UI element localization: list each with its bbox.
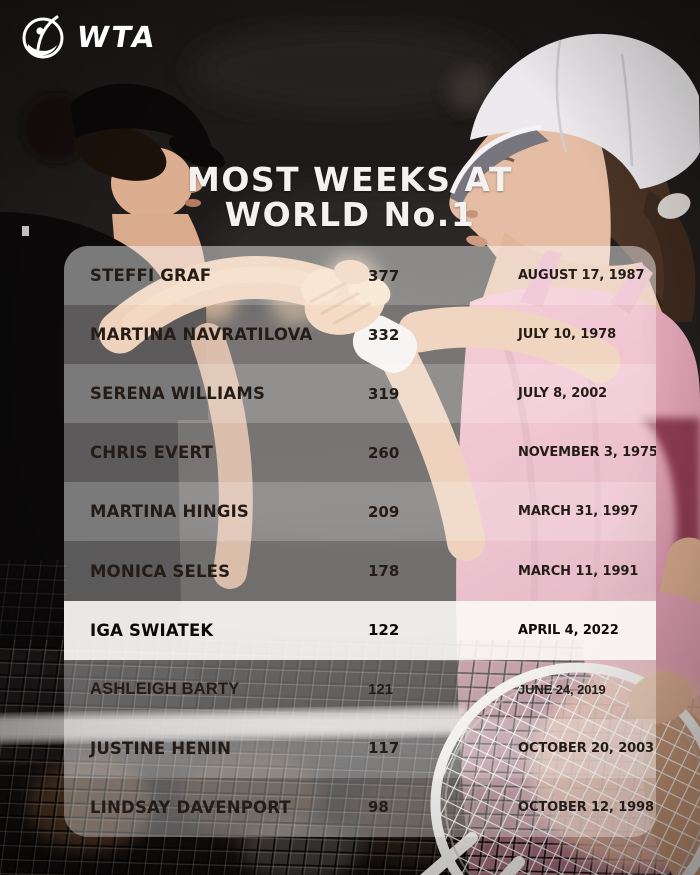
player-name: MARTINA HINGIS (90, 502, 249, 522)
weeks-value: 117 (368, 739, 400, 758)
table-row: JUSTINE HENIN 117 OCTOBER 20, 2003 (64, 718, 656, 778)
player-name: MARTINA NAVRATILOVA (90, 325, 313, 345)
page-title: MOST WEEKS AT WORLD No.1 (0, 160, 700, 234)
date-value: MARCH 11, 1991 (518, 563, 639, 579)
date-value: JUNE 24, 2019 (518, 681, 606, 697)
player-name: CHRIS EVERT (90, 443, 214, 463)
weeks-value: 98 (368, 798, 389, 817)
wta-wordmark: WTA (74, 19, 160, 54)
table-row: IGA SWIATEK 122 APRIL 4, 2022 (64, 600, 656, 660)
wta-logo: WTA (20, 13, 160, 61)
date-value: MARCH 31, 1997 (518, 504, 639, 520)
table-row: SERENA WILLIAMS 319 JULY 8, 2002 (64, 364, 656, 424)
table-row: LINDSAY DAVENPORT 98 OCTOBER 12, 1998 (64, 777, 656, 837)
date-value: AUGUST 17, 1987 (518, 268, 645, 284)
player-name: ASHLEIGH BARTY (90, 679, 240, 698)
title-line-1: MOST WEEKS AT (187, 160, 513, 199)
ranking-table: STEFFI GRAF 377 AUGUST 17, 1987 MARTINA … (64, 246, 656, 837)
weeks-value: 260 (368, 443, 400, 462)
date-value: APRIL 4, 2022 (518, 622, 619, 638)
weeks-value: 122 (368, 621, 400, 640)
date-value: OCTOBER 20, 2003 (518, 740, 654, 756)
player-name: MONICA SELES (90, 561, 231, 581)
weeks-value: 121 (368, 680, 394, 698)
table-row: MONICA SELES 178 MARCH 11, 1991 (64, 541, 656, 601)
weeks-value: 377 (368, 266, 400, 285)
player-name: JUSTINE HENIN (90, 738, 232, 758)
weeks-value: 209 (368, 502, 400, 521)
date-value: NOVEMBER 3, 1975 (518, 445, 656, 461)
table-row: MARTINA NAVRATILOVA 332 JULY 10, 1978 (64, 305, 656, 365)
table-row: STEFFI GRAF 377 AUGUST 17, 1987 (64, 246, 656, 306)
date-value: OCTOBER 12, 1998 (518, 799, 654, 815)
wta-emblem-icon (22, 15, 64, 59)
table-row: CHRIS EVERT 260 NOVEMBER 3, 1975 (64, 423, 656, 483)
date-value: JULY 8, 2002 (518, 386, 608, 402)
player-name: IGA SWIATEK (90, 620, 214, 640)
date-value: JULY 10, 1978 (518, 327, 617, 343)
weeks-value: 178 (368, 562, 400, 581)
weeks-value: 319 (368, 384, 400, 403)
table-row: ASHLEIGH BARTY 121 JUNE 24, 2019 (64, 659, 656, 719)
player-name: STEFFI GRAF (90, 266, 212, 286)
player-name: SERENA WILLIAMS (90, 384, 266, 404)
player-name: LINDSAY DAVENPORT (90, 797, 291, 817)
table-row: MARTINA HINGIS 209 MARCH 31, 1997 (64, 482, 656, 542)
title-line-2: WORLD No.1 (224, 194, 476, 234)
weeks-value: 332 (368, 325, 400, 344)
